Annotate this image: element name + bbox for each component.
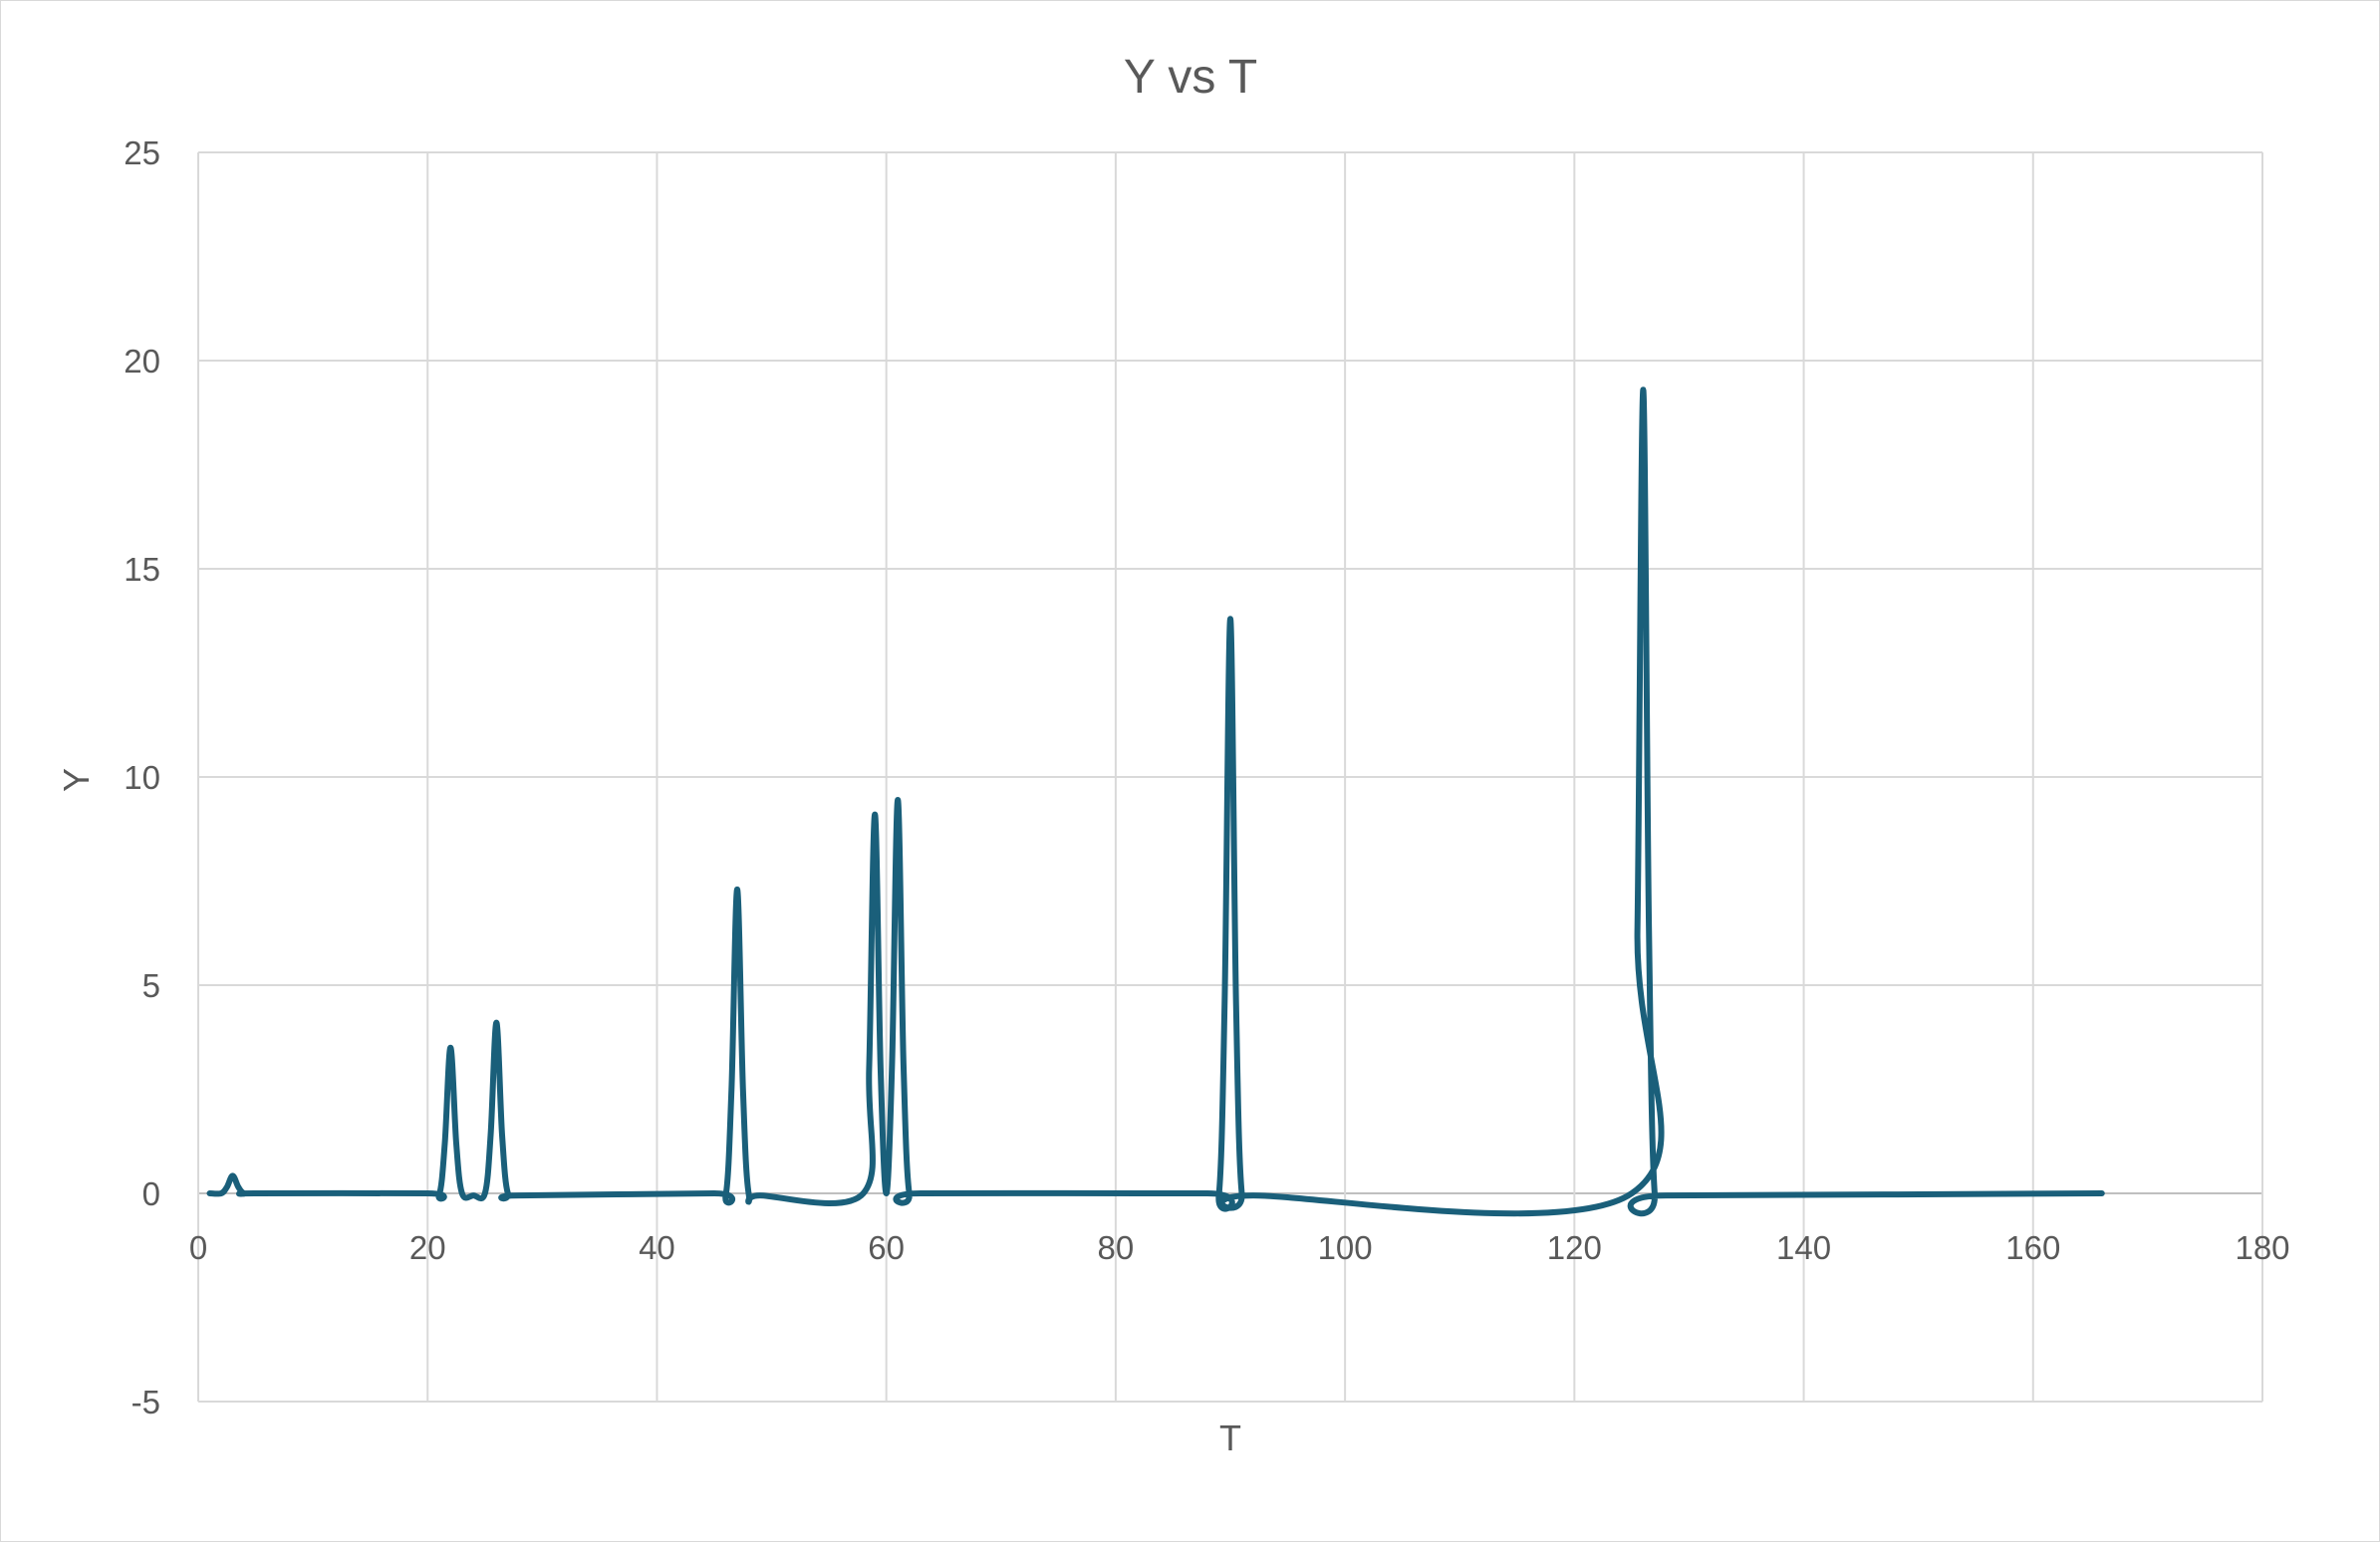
x-tick-label: 20 xyxy=(409,1229,446,1266)
y-tick-label: 20 xyxy=(124,343,160,380)
series-line xyxy=(206,386,2105,1217)
x-tick-label: 60 xyxy=(868,1229,905,1266)
y-tick-label: -5 xyxy=(132,1384,160,1420)
x-tick-label: 0 xyxy=(189,1229,207,1266)
x-tick-label: 120 xyxy=(1547,1229,1602,1266)
y-tick-label: 25 xyxy=(124,134,160,171)
series-layer xyxy=(206,386,2105,1217)
y-tick-label: 15 xyxy=(124,551,160,588)
x-tick-label: 180 xyxy=(2235,1229,2289,1266)
chart-title: Y vs T xyxy=(1124,51,1257,104)
y-tick-label: 10 xyxy=(124,759,160,796)
x-tick-label: 140 xyxy=(1776,1229,1831,1266)
x-tick-label: 160 xyxy=(2005,1229,2060,1266)
x-tick-label: 80 xyxy=(1098,1229,1135,1266)
x-tick-label: 100 xyxy=(1318,1229,1373,1266)
gridlines xyxy=(197,151,2263,1403)
y-axis-title: Y xyxy=(56,768,97,792)
y-tick-label: 5 xyxy=(142,967,160,1004)
x-axis-title: T xyxy=(1219,1417,1241,1458)
x-tick-label: 40 xyxy=(639,1229,675,1266)
y-tick-label: 0 xyxy=(142,1175,160,1212)
tick-labels: -5 0 5 10 15 20 25 0 20 40 60 80 100 120 140 160 180 xyxy=(124,134,2289,1420)
